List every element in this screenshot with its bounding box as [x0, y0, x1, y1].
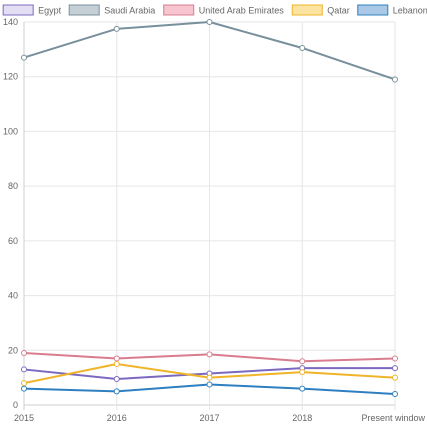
- legend-item[interactable]: Qatar: [291, 4, 350, 16]
- legend-label: Saudi Arabia: [104, 6, 155, 16]
- data-point: [21, 380, 27, 387]
- data-point: [206, 351, 213, 358]
- data-point: [392, 355, 398, 362]
- data-point: [113, 25, 120, 32]
- data-point: [113, 360, 120, 367]
- y-tick-label: 60: [8, 236, 18, 246]
- data-point: [299, 44, 306, 51]
- legend-label: Egypt: [38, 6, 62, 16]
- grid: [23, 21, 396, 410]
- x-tick-label: 2018: [292, 413, 312, 423]
- data-point: [299, 358, 306, 365]
- data-point: [392, 365, 398, 372]
- legend-item[interactable]: Egypt: [2, 4, 62, 16]
- data-point: [113, 388, 120, 395]
- data-point: [299, 385, 306, 392]
- y-tick-label: 20: [8, 345, 18, 355]
- series-lines: [21, 19, 398, 398]
- legend-swatch: [291, 4, 323, 16]
- data-point: [21, 385, 27, 392]
- data-point: [21, 350, 27, 357]
- legend-item[interactable]: Saudi Arabia: [68, 4, 155, 16]
- legend-swatch: [357, 4, 389, 16]
- x-tick-label: 2015: [14, 413, 34, 423]
- data-point: [299, 369, 306, 376]
- x-tick-label: Present window: [361, 413, 425, 423]
- x-tick-label: 2017: [199, 413, 219, 423]
- legend-item[interactable]: Lebanon: [357, 4, 427, 16]
- y-tick-label: 140: [3, 17, 18, 27]
- y-tick-label: 120: [3, 72, 18, 82]
- data-point: [21, 54, 27, 61]
- y-tick-label: 0: [13, 400, 18, 410]
- legend-swatch: [68, 4, 100, 16]
- legend-label: Lebanon: [393, 6, 427, 16]
- legend: Egypt Saudi Arabia United Arab Emirates Qat…: [2, 4, 427, 16]
- data-point: [113, 355, 120, 362]
- y-tick-label: 40: [8, 291, 18, 301]
- data-point: [206, 19, 213, 25]
- x-tick-label: 2016: [107, 413, 127, 423]
- data-point: [392, 374, 398, 381]
- legend-item[interactable]: United Arab Emirates: [163, 4, 285, 16]
- legend-label: United Arab Emirates: [199, 6, 285, 16]
- data-point: [206, 374, 213, 381]
- legend-swatch: [2, 4, 34, 16]
- axes: 0 20 40 60 80 100 120 140 2015 2016 2017 2018 Presen…: [3, 17, 426, 423]
- legend-label: Qatar: [327, 6, 350, 16]
- data-point: [113, 376, 120, 383]
- data-point: [21, 366, 27, 373]
- data-point: [392, 391, 398, 398]
- y-tick-label: 100: [3, 126, 18, 136]
- legend-swatch: [163, 4, 195, 16]
- data-point: [206, 381, 213, 388]
- y-tick-label: 80: [8, 181, 18, 191]
- data-point: [392, 76, 398, 83]
